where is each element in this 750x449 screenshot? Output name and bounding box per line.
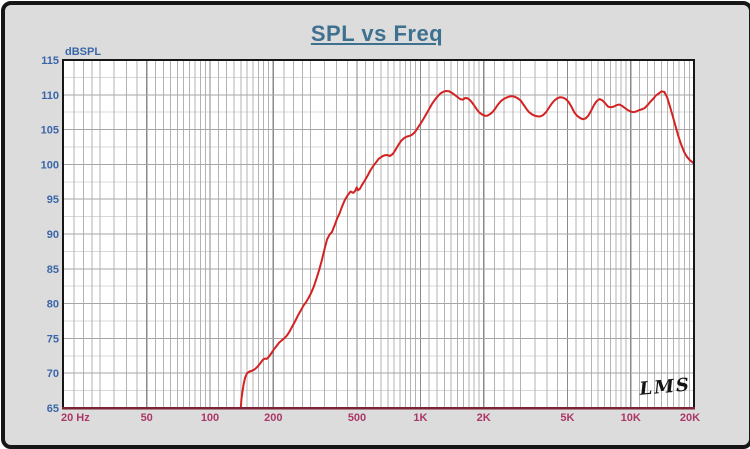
- y-tick-label: 115: [41, 55, 59, 67]
- plot-border: [62, 59, 695, 409]
- y-tick-label: 100: [41, 159, 59, 171]
- y-tick-label: 95: [47, 194, 59, 206]
- chart-title: SPL vs Freq: [310, 21, 444, 46]
- y-tick-label: 80: [47, 299, 59, 311]
- y-tick-label: 65: [47, 403, 59, 415]
- x-tick-label: 2K: [477, 412, 491, 424]
- y-tick-label: 110: [41, 90, 59, 102]
- y-tick-label: 75: [47, 333, 59, 345]
- x-tick-label: 20K: [680, 412, 700, 424]
- y-tick-label: 105: [41, 125, 59, 137]
- spl-curve: [239, 90, 695, 409]
- x-tick-label: 10K: [621, 412, 641, 424]
- y-tick-label: 85: [47, 264, 59, 276]
- x-tick-label: 20 Hz: [61, 412, 90, 424]
- x-tick-label: 500: [348, 412, 366, 424]
- x-tick-label: 50: [141, 412, 153, 424]
- y-axis-unit-label: dBSPL: [65, 46, 102, 58]
- x-tick-label: 100: [201, 412, 219, 424]
- x-tick-label: 1K: [413, 412, 427, 424]
- y-tick-label: 90: [47, 229, 59, 241]
- x-tick-label: 5K: [560, 412, 574, 424]
- plot-area: 20 Hz 50 100 200 500 1K 2K 5K 10K 20K 115 110 105 100…: [41, 55, 701, 424]
- y-tick-label: 70: [47, 368, 59, 380]
- x-tick-label: 200: [264, 412, 282, 424]
